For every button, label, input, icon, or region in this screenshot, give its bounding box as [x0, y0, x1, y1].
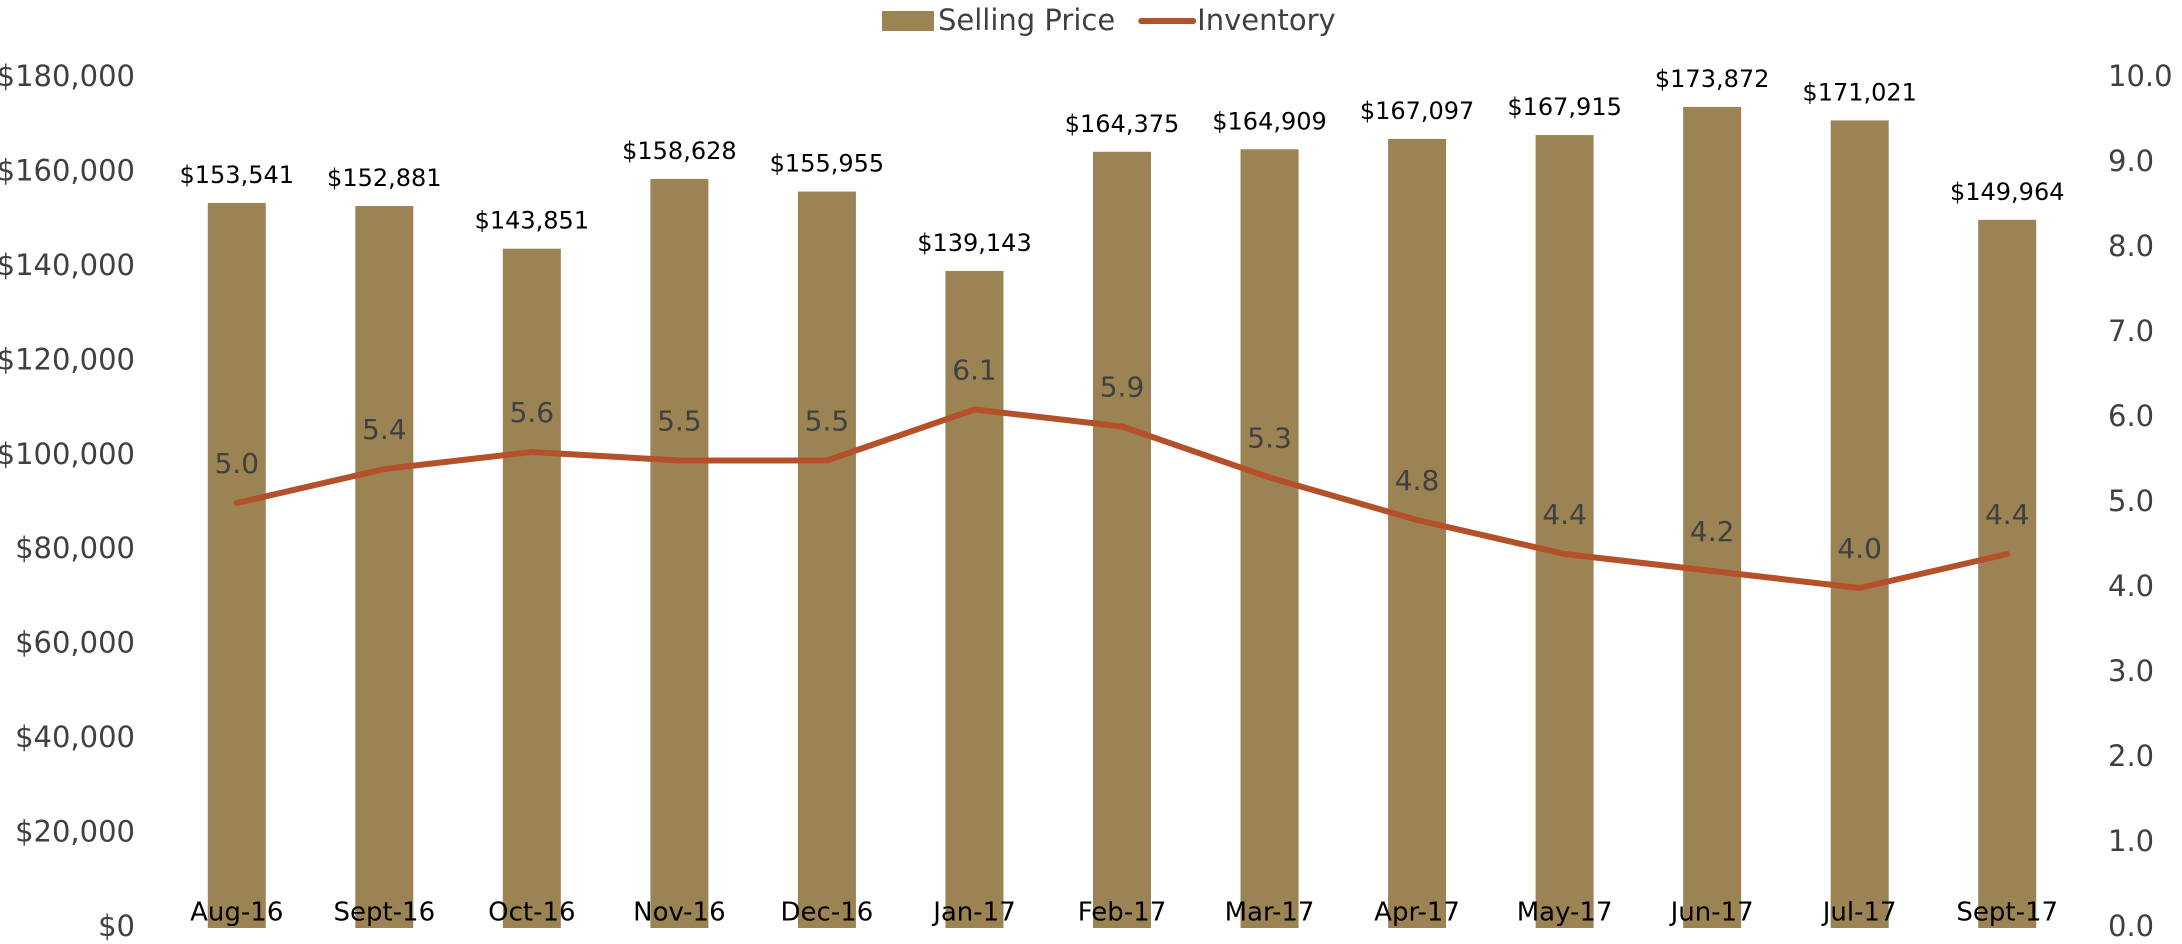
bar-value-label: $155,955: [770, 150, 885, 178]
line-value-label: 4.2: [1690, 515, 1735, 548]
x-tick-label: Jun-17: [1669, 898, 1754, 928]
bar: [1830, 120, 1889, 929]
bar: [1388, 138, 1447, 928]
y-tick-label: $20,000: [15, 815, 135, 849]
bar-value-label: $152,881: [327, 164, 442, 192]
y2-tick-label: 2.0: [2108, 739, 2154, 773]
legend-swatch: [882, 11, 934, 31]
line-value-label: 5.5: [657, 405, 702, 438]
line-value-label: 5.9: [1100, 371, 1145, 404]
y-tick-label: $140,000: [0, 248, 135, 282]
y-tick-label: $0: [98, 909, 135, 943]
x-tick-label: Sept-17: [1956, 898, 2058, 928]
x-tick-label: May-17: [1517, 898, 1613, 928]
legend-label: Inventory: [1197, 3, 1336, 37]
y2-tick-label: 4.0: [2108, 569, 2154, 603]
line-value-label: 5.0: [215, 447, 260, 480]
bar: [502, 248, 561, 928]
y-tick-label: $100,000: [0, 437, 135, 471]
x-tick-label: Jan-17: [931, 898, 1016, 928]
y-tick-label: $120,000: [0, 342, 135, 376]
x-tick-label: Mar-17: [1225, 898, 1315, 928]
y2-tick-label: 10.0: [2108, 59, 2173, 93]
bar-value-label: $143,851: [475, 207, 590, 235]
x-tick-label: Feb-17: [1078, 898, 1167, 928]
y2-tick-label: 9.0: [2108, 144, 2154, 178]
x-tick-label: Oct-16: [488, 898, 575, 928]
line-value-label: 5.3: [1247, 422, 1292, 455]
bar: [650, 178, 709, 928]
bar-value-label: $171,021: [1802, 78, 1917, 106]
x-tick-label: Nov-16: [633, 898, 726, 928]
bar-value-label: $164,909: [1212, 107, 1327, 135]
y-tick-label: $180,000: [0, 59, 135, 93]
y2-tick-label: 1.0: [2108, 824, 2154, 858]
line-value-label: 6.1: [952, 354, 997, 387]
legend-label: Selling Price: [938, 3, 1115, 37]
bar: [1535, 135, 1594, 928]
bar: [1093, 151, 1151, 928]
bar: [797, 191, 856, 928]
x-tick-label: Dec-16: [781, 898, 874, 928]
inventory-line: [233, 406, 2011, 591]
line-value-label: 4.0: [1837, 532, 1882, 565]
y-tick-label: $60,000: [15, 626, 135, 660]
y-tick-label: $160,000: [0, 153, 135, 187]
line-value-label: 4.4: [1985, 498, 2030, 531]
x-tick-label: Sept-16: [333, 898, 435, 928]
bar: [355, 206, 414, 928]
bar: [1978, 219, 2037, 928]
x-tick-label: Apr-17: [1374, 898, 1460, 928]
bar: [207, 202, 266, 928]
bar-value-label: $164,375: [1065, 110, 1180, 138]
line-value-label: 5.5: [805, 405, 850, 438]
x-tick-label: Aug-16: [190, 898, 283, 928]
bar: [1683, 106, 1742, 929]
y2-tick-label: 3.0: [2108, 654, 2154, 688]
bar: [945, 270, 1004, 929]
y-tick-label: $40,000: [15, 720, 135, 754]
y2-tick-label: 8.0: [2108, 229, 2154, 263]
y2-tick-label: 7.0: [2108, 314, 2154, 348]
bar-value-label: $139,143: [917, 229, 1032, 257]
bar-value-label: $167,915: [1507, 93, 1622, 121]
line-value-label: 5.6: [510, 396, 555, 429]
y2-tick-label: 0.0: [2108, 909, 2154, 943]
bar-value-label: $153,541: [180, 161, 295, 189]
x-tick-label: Jul-17: [1821, 898, 1897, 928]
bar-value-label: $173,872: [1655, 65, 1770, 93]
line-value-label: 4.8: [1395, 464, 1440, 497]
bar-value-label: $158,628: [622, 137, 737, 165]
y2-tick-label: 6.0: [2108, 399, 2154, 433]
bar-value-label: $149,964: [1950, 178, 2065, 206]
line-value-label: 4.4: [1542, 498, 1587, 531]
y-tick-label: $80,000: [15, 531, 135, 565]
bar-value-label: $167,097: [1360, 97, 1475, 125]
bar: [1240, 149, 1299, 928]
line-value-label: 5.4: [362, 413, 407, 446]
y2-tick-label: 5.0: [2108, 484, 2154, 518]
